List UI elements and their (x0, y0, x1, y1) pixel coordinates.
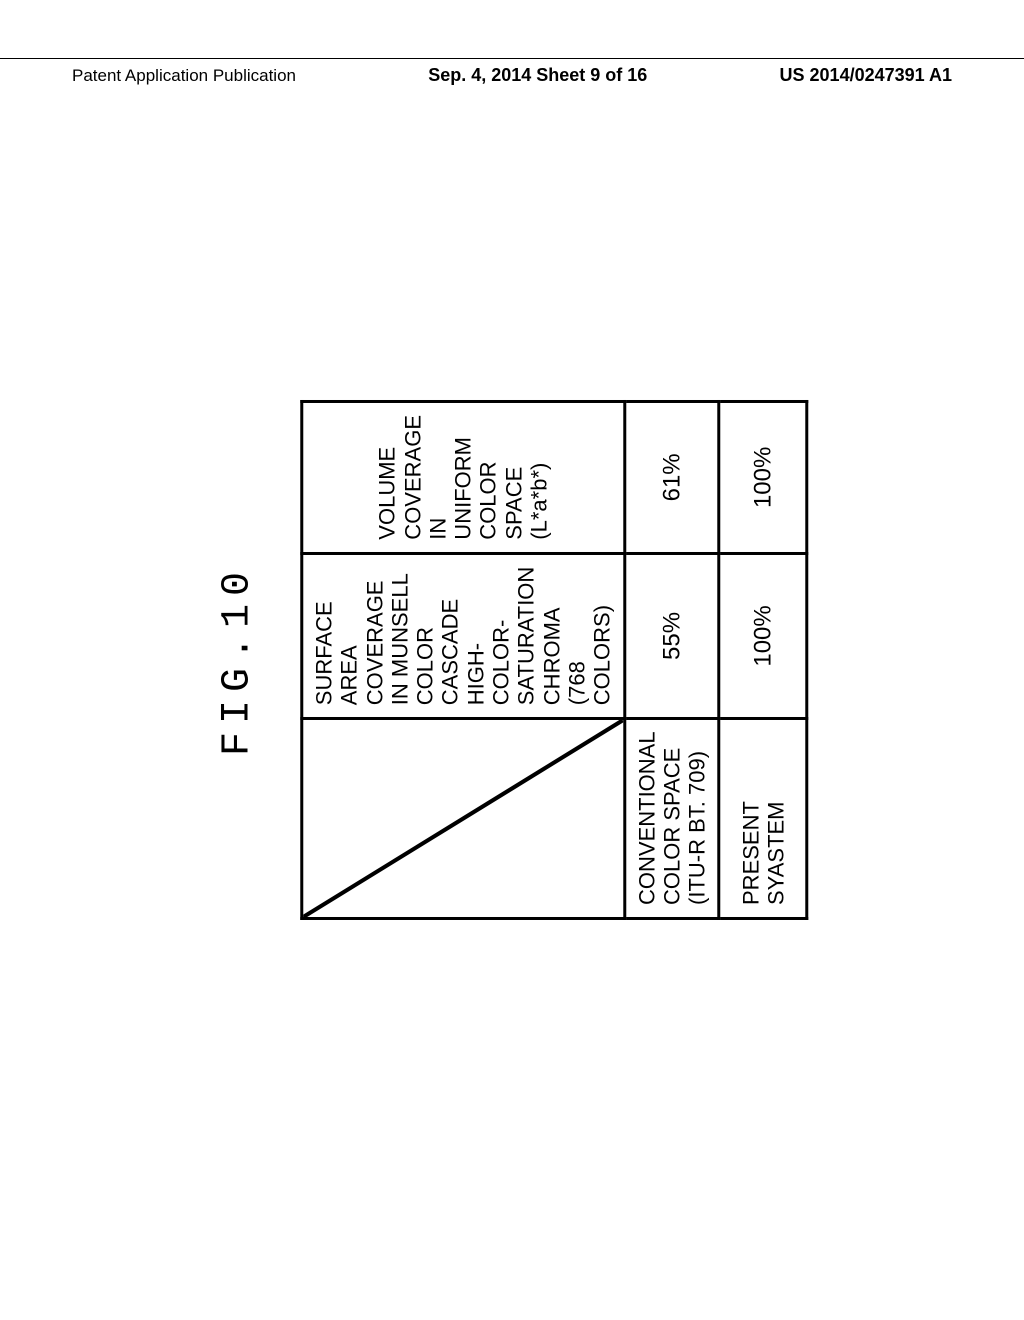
page-header: Patent Application Publication Sep. 4, 2… (0, 58, 1024, 86)
table-cell-value: 61% (624, 402, 719, 554)
header-publication-type: Patent Application Publication (0, 66, 296, 86)
diagonal-line-icon (303, 720, 623, 917)
table-cell-value: 55% (624, 553, 719, 719)
table-cell-value: 100% (719, 553, 807, 719)
table-row: PRESENT SYASTEM 100% 100% (719, 402, 807, 919)
header-date-sheet: Sep. 4, 2014 Sheet 9 of 16 (428, 65, 647, 86)
table-cell-value: 100% (719, 402, 807, 554)
table-corner-cell (302, 719, 625, 919)
row-label: CONVENTIONAL COLOR SPACE (ITU-R BT. 709) (624, 719, 719, 919)
header-publication-number: US 2014/0247391 A1 (780, 65, 1024, 86)
table-row: CONVENTIONAL COLOR SPACE (ITU-R BT. 709)… (624, 402, 719, 919)
figure-container: FIG.10 SURFACE AREA COVERAGE IN MUNSELL … (215, 400, 808, 920)
column-header: SURFACE AREA COVERAGE IN MUNSELL COLOR C… (302, 553, 625, 719)
coverage-table: SURFACE AREA COVERAGE IN MUNSELL COLOR C… (300, 400, 808, 920)
table-header-row: SURFACE AREA COVERAGE IN MUNSELL COLOR C… (302, 402, 625, 919)
figure-label: FIG.10 (215, 564, 260, 756)
column-header: VOLUME COVERAGE IN UNIFORM COLOR SPACE (… (302, 402, 625, 554)
row-label: PRESENT SYASTEM (719, 719, 807, 919)
